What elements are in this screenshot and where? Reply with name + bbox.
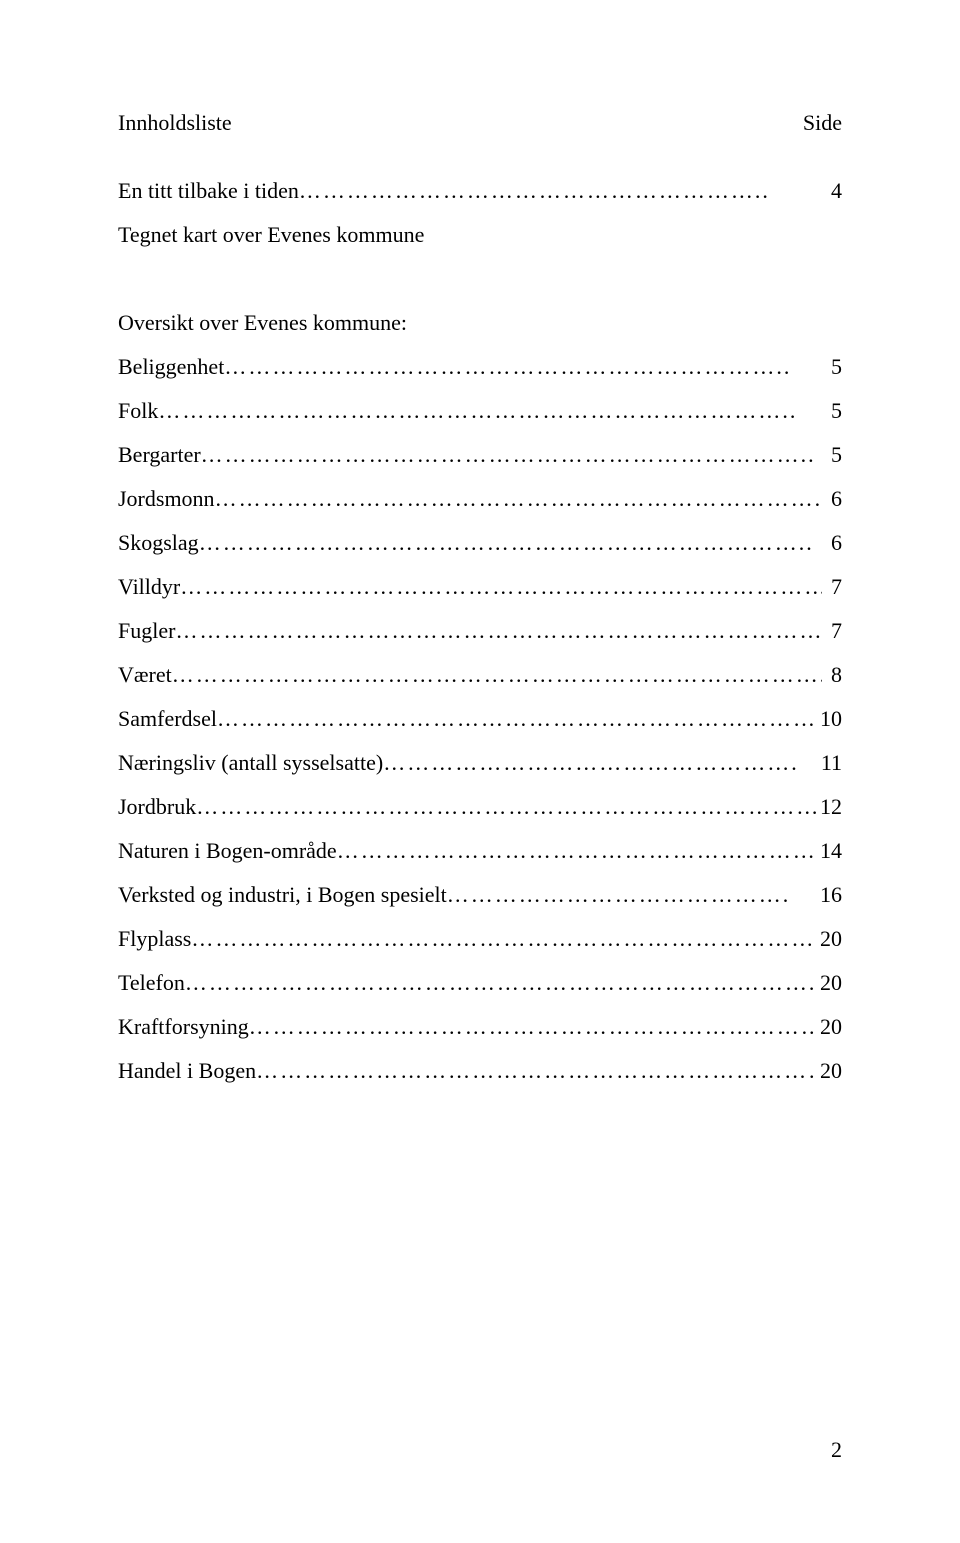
page: Innholdsliste Side En titt tilbake i tid… [0,0,960,1543]
toc-entry-leader: ……………………………………………………………………….. [175,620,821,642]
toc-entry-leader: ……………………………………………. [383,752,817,774]
toc-entry: Fugler……………………………………………………………………….. 7 [118,620,842,642]
toc-entry-page: 6 [822,488,843,510]
toc-entry-page: 11 [817,752,842,774]
page-number: 2 [831,1437,842,1463]
toc-entry-leader: ……………………………………. [447,884,816,906]
toc-entry-label: Kraftforsyning [118,1016,249,1038]
toc-entry: Samferdsel…………………………………………………………………..10 [118,708,842,730]
toc-entry: Jordsmonn…………………………………………………………………... 6 [118,488,842,510]
toc-entry-leader: …………………………………………………………………….. [158,400,821,422]
toc-entry-page: 20 [816,1016,842,1038]
toc-entry: Oversikt over Evenes kommune: [118,312,842,334]
toc-entry-label: Skogslag [118,532,199,554]
toc-entry: Verksted og industri, i Bogen spesielt……… [118,884,842,906]
toc-entry-label: Samferdsel [118,708,217,730]
toc-list: En titt tilbake i tiden……………………………………………… [118,180,842,1082]
toc-entry-leader: ………………………………………………………………….. [217,708,816,730]
toc-entry-leader: …………………………………………………………….. [224,356,821,378]
toc-entry-page: 20 [816,928,842,950]
toc-entry-leader: …………………………………………………………………… [191,928,816,950]
toc-entry-label: Beliggenhet [118,356,224,378]
toc-entry-page: 10 [816,708,842,730]
toc-entry: En titt tilbake i tiden……………………………………………… [118,180,842,202]
toc-entry: Næringsliv (antall sysselsatte)………………………… [118,752,842,774]
toc-entry: Jordbruk……………………………………………………………………..12 [118,796,842,818]
toc-entry-label: Folk [118,400,158,422]
toc-entry: Beliggenhet…………………………………………………………….. 5 [118,356,842,378]
toc-entry-label: Handel i Bogen [118,1060,256,1082]
toc-entry-leader: ………………………………………………………………………. [180,576,821,598]
toc-entry-label: Været [118,664,172,686]
toc-entry-label: Telefon [118,972,185,994]
toc-entry-page: 5 [822,444,843,466]
toc-entry-page: 5 [822,400,843,422]
toc-entry-leader: ………………………………………………….. [299,180,822,202]
toc-entry: Tegnet kart over Evenes kommune [118,224,842,246]
toc-entry-page: 7 [822,620,843,642]
toc-entry-label: Verksted og industri, i Bogen spesielt [118,884,447,906]
toc-entry-page: 7 [822,576,843,598]
toc-entry-page: 8 [822,664,843,686]
toc-entry-label: En titt tilbake i tiden [118,180,299,202]
toc-entry-leader: ……………………………………………………………………. [185,972,816,994]
toc-entry-leader: ……………………………………………………………….. [249,1016,816,1038]
toc-entry-label: Fugler [118,620,175,642]
toc-entry-page: 20 [816,1060,842,1082]
toc-entry-label: Næringsliv (antall sysselsatte) [118,752,383,774]
toc-entry: Skogslag………………………………………………………………….. 6 [118,532,842,554]
toc-entry-page: 5 [822,356,843,378]
toc-entry-label: Oversikt over Evenes kommune: [118,312,407,334]
toc-entry-leader: …………………………………………………………………….. [196,796,816,818]
toc-entry-label: Jordsmonn [118,488,215,510]
toc-entry-page: 4 [822,180,843,202]
toc-entry: Flyplass……………………………………………………………………20 [118,928,842,950]
toc-entry-leader: ………………………………………………………………….. [199,532,822,554]
toc-title: Innholdsliste [118,110,232,136]
toc-section-gap [118,268,842,312]
toc-entry-label: Jordbruk [118,796,196,818]
toc-entry-label: Villdyr [118,576,180,598]
toc-entry-label: Tegnet kart over Evenes kommune [118,224,424,246]
toc-entry-label: Naturen i Bogen-område [118,840,337,862]
toc-entry-page: 12 [816,796,842,818]
toc-entry: Folk…………………………………………………………………….. 5 [118,400,842,422]
toc-entry: Bergarter………………………………………………………………….. 5 [118,444,842,466]
toc-entry-page: 20 [816,972,842,994]
toc-entry-leader: …………………………………………………………………. [256,1060,816,1082]
toc-page-column-header: Side [803,110,842,136]
toc-entry: Telefon…………………………………………………………………….20 [118,972,842,994]
toc-entry-page: 14 [816,840,842,862]
toc-entry: Været………………………………………………………………………... 8 [118,664,842,686]
toc-entry: Kraftforsyning………………………………………………………………..… [118,1016,842,1038]
toc-entry-leader: …………………………………………………………………... [215,488,822,510]
toc-entry: Handel i Bogen………………………………………………………………….… [118,1060,842,1082]
toc-header-row: Innholdsliste Side [118,110,842,136]
toc-entry-leader: ………………………………………………………………….. [201,444,822,466]
toc-entry-leader: ………………………………………………………………………... [172,664,822,686]
toc-entry-label: Bergarter [118,444,201,466]
toc-entry: Villdyr………………………………………………………………………. 7 [118,576,842,598]
toc-entry-label: Flyplass [118,928,191,950]
toc-entry: Naturen i Bogen-område………………………………………………… [118,840,842,862]
toc-entry-page: 16 [816,884,842,906]
toc-entry-leader: ……………………………………………………. [337,840,816,862]
toc-entry-page: 6 [822,532,843,554]
